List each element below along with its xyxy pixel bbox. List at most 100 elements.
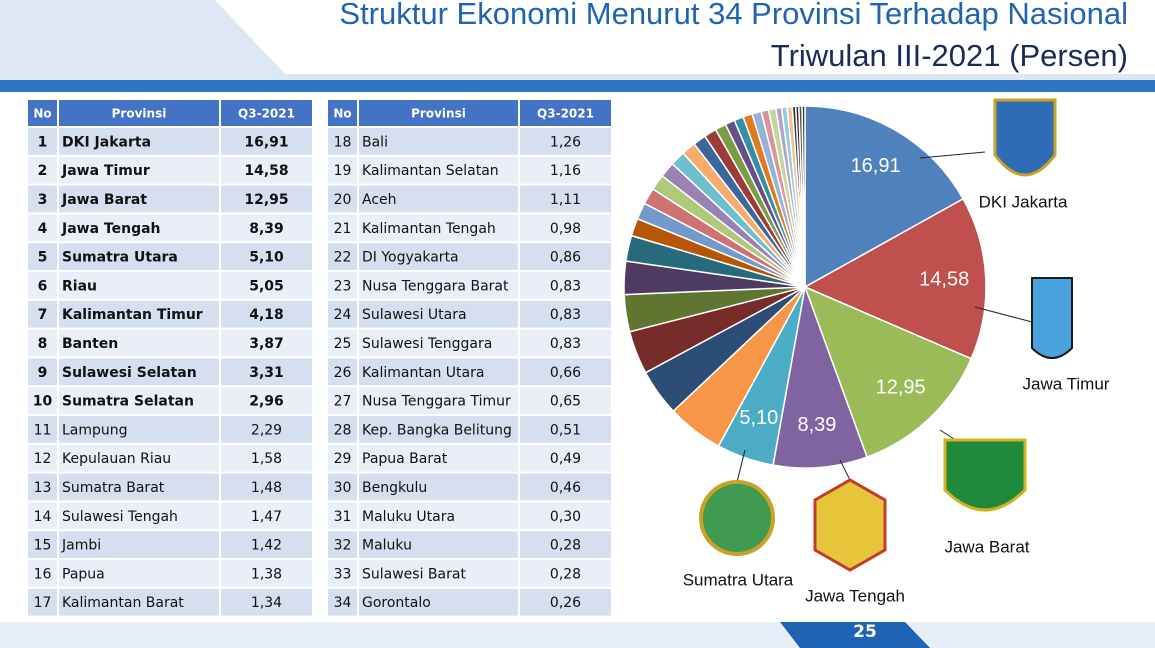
cell-text: 0,28 <box>550 566 581 582</box>
cell <box>520 358 611 386</box>
cell-text: 29 <box>334 451 352 467</box>
cell-text: Sumatra Utara <box>62 250 178 266</box>
footer-tab <box>780 622 930 648</box>
cell <box>28 444 57 472</box>
cell <box>359 329 518 357</box>
cell-text: 31 <box>334 509 352 525</box>
cell-text: 1,47 <box>251 509 282 525</box>
cell <box>520 156 611 184</box>
cell <box>328 300 357 328</box>
header-text: Provinsi <box>411 107 466 121</box>
cell-text: 1,38 <box>251 566 282 582</box>
cell <box>328 214 357 242</box>
cell-text: 12,95 <box>244 192 288 208</box>
header-cell <box>328 100 357 126</box>
logo <box>993 98 1057 177</box>
cell-text: 11 <box>34 422 52 438</box>
cell <box>520 560 611 587</box>
cell <box>520 243 611 270</box>
cell-text: 27 <box>334 394 352 410</box>
category-label: Sumatra Utara <box>683 570 794 589</box>
cell <box>221 128 312 155</box>
leader-line <box>919 151 986 159</box>
header-text: Q3-2021 <box>238 107 295 121</box>
cell-text: Kalimantan Timur <box>62 307 203 323</box>
cell-text: 5,05 <box>249 278 284 294</box>
cell <box>59 243 219 270</box>
cell-text: 5,10 <box>249 250 284 266</box>
cell-text: 34 <box>334 595 352 611</box>
cell-text: 3,31 <box>249 365 284 381</box>
cell <box>328 387 357 414</box>
cell-text: Jambi <box>61 538 101 554</box>
cell-text: Riau <box>62 278 97 294</box>
cell <box>221 502 312 530</box>
cell <box>28 272 57 299</box>
cell-text: 1,48 <box>251 480 282 496</box>
cell <box>359 214 518 242</box>
leader-line <box>736 449 746 483</box>
cell <box>328 416 357 443</box>
cell-text: 0,46 <box>550 480 581 496</box>
cell <box>59 416 219 443</box>
cell-text: Maluku <box>362 538 412 554</box>
cell <box>221 416 312 443</box>
cell <box>359 243 518 270</box>
cell-text: Nusa Tenggara Timur <box>362 394 511 410</box>
cell <box>28 128 57 155</box>
cell-text: Sulawesi Utara <box>362 307 467 323</box>
cell <box>221 387 312 414</box>
cell-text: Lampung <box>62 422 128 438</box>
cell-text: 23 <box>334 278 352 294</box>
cell <box>221 214 312 242</box>
value-label: 5,10 <box>739 407 778 429</box>
cell <box>28 243 57 270</box>
cell <box>359 588 518 616</box>
cell-text: 21 <box>334 221 352 237</box>
cell <box>59 214 219 242</box>
cell-text: 1,16 <box>550 163 581 179</box>
cell <box>221 243 312 270</box>
cell <box>328 128 357 155</box>
category-label: Jawa Timur <box>1023 374 1110 393</box>
cell <box>328 243 357 270</box>
title: Struktur Ekonomi Menurut 34 Provinsi Ter… <box>339 0 1128 31</box>
cell-text: 0,83 <box>550 278 581 294</box>
cell <box>28 502 57 530</box>
footer-band <box>0 622 1155 648</box>
cell <box>328 329 357 357</box>
cell <box>359 387 518 414</box>
cell <box>520 272 611 299</box>
cell <box>520 502 611 530</box>
header-text: Provinsi <box>112 107 167 121</box>
cell <box>520 444 611 472</box>
cell <box>520 588 611 616</box>
cell-text: 1,42 <box>251 538 282 554</box>
cell-text: 33 <box>334 566 352 582</box>
table: No Provinsi Q3-2021 1 DKI Jakarta 16,91 2 Jawa … <box>28 100 312 616</box>
cell <box>28 588 57 616</box>
cell <box>359 300 518 328</box>
header-cell <box>221 100 312 126</box>
cell <box>359 531 518 558</box>
cell-text: DKI Jakarta <box>62 134 151 150</box>
cell <box>359 128 518 155</box>
cell <box>59 156 219 184</box>
header-cell <box>28 100 57 126</box>
cell <box>28 560 57 587</box>
cell-text: Sulawesi Tenggara <box>362 336 492 352</box>
cell-text: 22 <box>334 250 352 266</box>
cell <box>359 560 518 587</box>
cell <box>59 185 219 213</box>
cell-text: 30 <box>334 480 352 496</box>
cell-text: DI Yogyakarta <box>362 250 459 266</box>
cell <box>28 156 57 184</box>
cell-text: Kalimantan Selatan <box>362 163 499 179</box>
cell-text: 0,66 <box>550 365 581 381</box>
cell-text: 12 <box>34 451 52 467</box>
cell <box>221 531 312 558</box>
leader-line <box>974 306 1033 323</box>
cell-text: 10 <box>33 394 53 410</box>
cell-text: 9 <box>38 365 48 381</box>
header-cell <box>59 100 219 126</box>
